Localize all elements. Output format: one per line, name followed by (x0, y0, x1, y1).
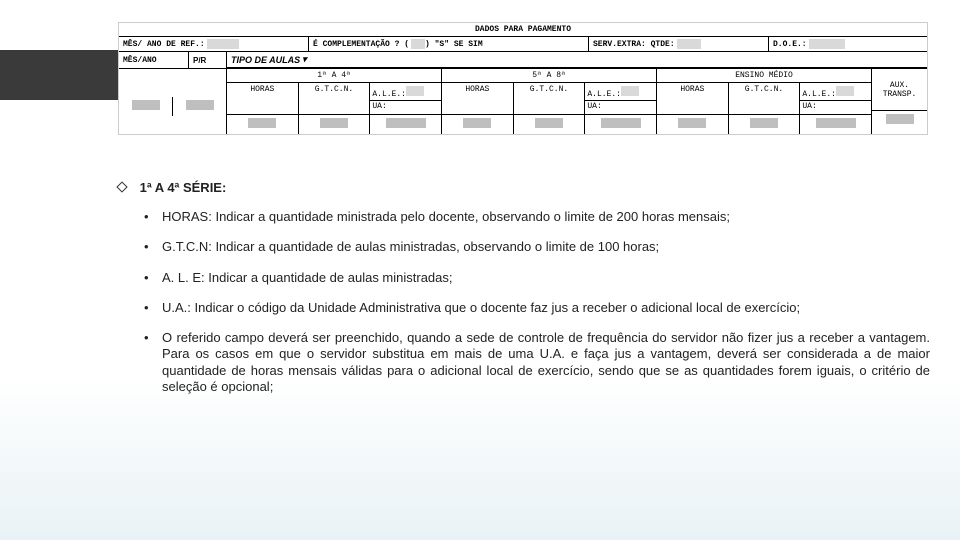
ua-field-3[interactable] (816, 118, 856, 128)
gtcn-label-2: G.T.C.N. (514, 83, 586, 114)
group-1a4: 1ª A 4ª HORAS G.T.C.N. A.L.E.: UA: (227, 69, 442, 134)
col0-field-2[interactable] (186, 100, 214, 110)
bullet-list: •HORAS: Indicar a quantidade ministrada … (144, 209, 930, 395)
horas-label-3: HORAS (657, 83, 729, 114)
col0-field-1[interactable] (132, 100, 160, 110)
complementacao-label-2: ) "S" SE SIM (425, 40, 483, 49)
gtcn-field-2[interactable] (535, 118, 563, 128)
serv-extra-field[interactable] (677, 39, 701, 49)
serv-extra-label: SERV.EXTRA: QTDE: (593, 40, 675, 49)
ua-field-1[interactable] (386, 118, 426, 128)
gtcn-field-3[interactable] (750, 118, 778, 128)
list-item: •G.T.C.N: Indicar a quantidade de aulas … (144, 239, 930, 255)
item-text: HORAS: Indicar a quantidade ministrada p… (162, 209, 730, 225)
tipo-aulas-label: TIPO DE AULAS (231, 55, 300, 65)
aux-field[interactable] (886, 114, 914, 124)
group-5a8: 5ª A 8ª HORAS G.T.C.N. A.L.E.: UA: (442, 69, 657, 134)
group-1a4-head: 1ª A 4ª (227, 69, 441, 83)
group-medio-head: ENSINO MÉDIO (657, 69, 871, 83)
diamond-icon (116, 181, 127, 192)
ale-field-1[interactable] (406, 86, 424, 96)
doe-label: D.O.E.: (773, 40, 807, 49)
ua-label-2: UA: (587, 102, 601, 111)
item-text: U.A.: Indicar o código da Unidade Admini… (162, 300, 800, 316)
item-text: G.T.C.N: Indicar a quantidade de aulas m… (162, 239, 659, 255)
mes-ano-ref-field[interactable] (207, 39, 239, 49)
horas-label-2: HORAS (442, 83, 514, 114)
ale-label-3: A.L.E.: (802, 90, 836, 99)
heading-text: 1ª A 4ª SÉRIE: (140, 180, 227, 195)
content-body: 1ª A 4ª SÉRIE: •HORAS: Indicar a quantid… (118, 180, 930, 409)
section-heading: 1ª A 4ª SÉRIE: (118, 180, 930, 195)
gtcn-field-1[interactable] (320, 118, 348, 128)
ale-label-2: A.L.E.: (587, 90, 621, 99)
aux-transp-label: AUX. TRANSP. (872, 69, 927, 111)
mes-ano-label: MÊS/ANO (123, 56, 157, 65)
group-5a8-head: 5ª A 8ª (442, 69, 656, 83)
horas-field-2[interactable] (463, 118, 491, 128)
group-aux: AUX. TRANSP. (872, 69, 927, 134)
horas-field-3[interactable] (678, 118, 706, 128)
complementacao-label: É COMPLEMENTAÇÃO ? ( (313, 40, 409, 49)
list-item: •HORAS: Indicar a quantidade ministrada … (144, 209, 930, 225)
list-item: •U.A.: Indicar o código da Unidade Admin… (144, 300, 930, 316)
ua-label-3: UA: (802, 102, 816, 111)
item-text: O referido campo deverá ser preenchido, … (162, 330, 930, 395)
list-item: •O referido campo deverá ser preenchido,… (144, 330, 930, 395)
ale-field-3[interactable] (836, 86, 854, 96)
list-item: •A. L. E: Indicar a quantidade de aulas … (144, 270, 930, 286)
mes-ano-ref-label: MÊS/ ANO DE REF.: (123, 40, 205, 49)
left-dark-bar (0, 50, 120, 100)
ua-label-1: UA: (372, 102, 386, 111)
downdown-icon: ▾ (302, 54, 307, 65)
payment-form: DADOS PARA PAGAMENTO MÊS/ ANO DE REF.: É… (118, 22, 928, 135)
horas-label-1: HORAS (227, 83, 299, 114)
horas-field-1[interactable] (248, 118, 276, 128)
complementacao-field[interactable] (411, 39, 425, 49)
form-header: DADOS PARA PAGAMENTO (119, 23, 927, 37)
gtcn-label-1: G.T.C.N. (299, 83, 371, 114)
form-columns: 1ª A 4ª HORAS G.T.C.N. A.L.E.: UA: 5ª A … (119, 69, 927, 134)
doe-field[interactable] (809, 39, 845, 49)
ale-field-2[interactable] (621, 86, 639, 96)
ua-field-2[interactable] (601, 118, 641, 128)
form-row-1: MÊS/ ANO DE REF.: É COMPLEMENTAÇÃO ? ( )… (119, 37, 927, 52)
group-medio: ENSINO MÉDIO HORAS G.T.C.N. A.L.E.: UA: (657, 69, 872, 134)
ale-label-1: A.L.E.: (372, 90, 406, 99)
pr-label: P/R (193, 56, 206, 65)
form-row-2: MÊS/ANO P/R TIPO DE AULAS ▾ (119, 52, 927, 69)
gtcn-label-3: G.T.C.N. (729, 83, 801, 114)
item-text: A. L. E: Indicar a quantidade de aulas m… (162, 270, 453, 286)
